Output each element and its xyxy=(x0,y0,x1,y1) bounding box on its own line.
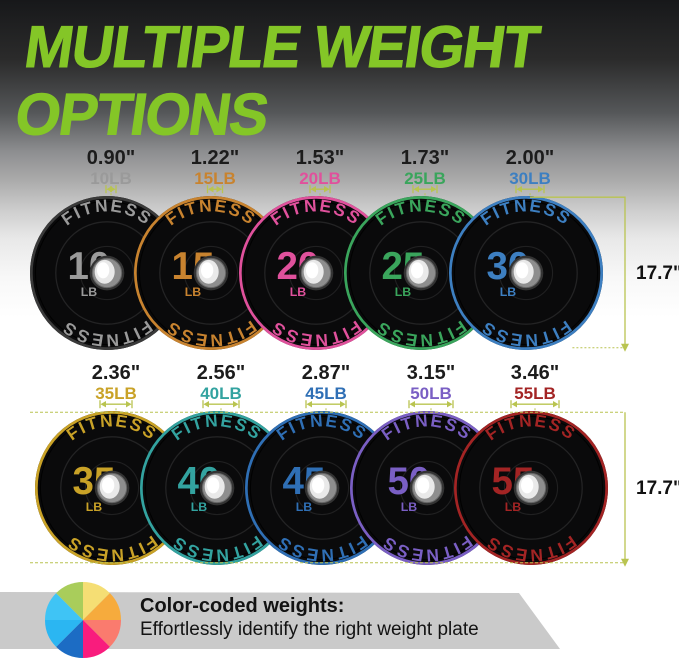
svg-text:0.90": 0.90" xyxy=(87,147,135,169)
svg-text:2.36": 2.36" xyxy=(92,362,140,384)
svg-text:3.15": 3.15" xyxy=(407,362,455,384)
svg-text:50LB: 50LB xyxy=(410,384,452,403)
svg-text:17.7": 17.7" xyxy=(636,263,679,284)
svg-text:2.56": 2.56" xyxy=(197,362,245,384)
svg-text:LB: LB xyxy=(81,285,98,299)
svg-text:Effortlessly identify the righ: Effortlessly identify the right weight p… xyxy=(140,619,479,640)
svg-text:40LB: 40LB xyxy=(200,384,242,403)
svg-text:2.87": 2.87" xyxy=(302,362,350,384)
svg-text:17.7": 17.7" xyxy=(636,478,679,499)
svg-text:Color-coded weights:: Color-coded weights: xyxy=(140,595,344,617)
svg-text:LB: LB xyxy=(395,285,412,299)
svg-text:LB: LB xyxy=(86,500,103,514)
svg-text:10LB: 10LB xyxy=(90,169,132,188)
svg-text:LB: LB xyxy=(505,500,522,514)
svg-text:LB: LB xyxy=(401,500,418,514)
svg-text:3.46": 3.46" xyxy=(511,362,559,384)
svg-text:1.22": 1.22" xyxy=(191,147,239,169)
svg-text:45LB: 45LB xyxy=(305,384,347,403)
svg-text:LB: LB xyxy=(500,285,517,299)
svg-text:LB: LB xyxy=(290,285,307,299)
svg-text:2.00": 2.00" xyxy=(506,147,554,169)
svg-text:1.53": 1.53" xyxy=(296,147,344,169)
svg-text:20LB: 20LB xyxy=(299,169,341,188)
svg-text:1.73": 1.73" xyxy=(401,147,449,169)
svg-text:LB: LB xyxy=(296,500,313,514)
svg-text:15LB: 15LB xyxy=(194,169,236,188)
svg-text:35LB: 35LB xyxy=(95,384,137,403)
svg-text:LB: LB xyxy=(185,285,202,299)
svg-text:25LB: 25LB xyxy=(404,169,446,188)
svg-text:55LB: 55LB xyxy=(514,384,556,403)
svg-text:LB: LB xyxy=(191,500,208,514)
